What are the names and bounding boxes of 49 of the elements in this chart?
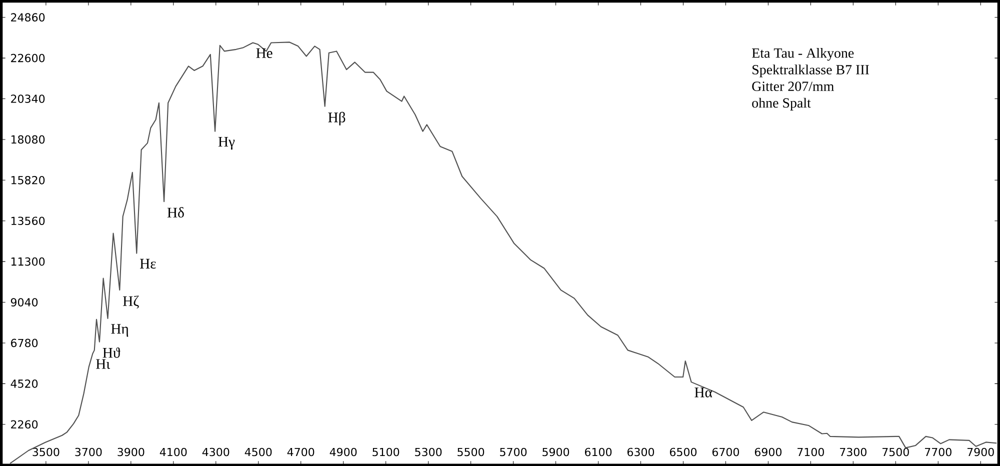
x-tick-label: 7500 [882, 448, 909, 456]
annotation: Hβ [328, 112, 346, 126]
y-tick-label: 6780 [11, 338, 38, 347]
x-tick-label: 6300 [627, 448, 654, 456]
y-tick-label: 15820 [11, 176, 45, 184]
x-tick-label: 5900 [542, 448, 570, 456]
x-tick-label: 4500 [244, 448, 272, 456]
x-tick-label: 6900 [754, 448, 782, 456]
y-tick-label: 11300 [11, 257, 45, 266]
x-tick-label: 4700 [287, 448, 314, 456]
x-tick-label: 7100 [798, 448, 824, 456]
y-tick-label: 9040 [10, 298, 38, 306]
line-series [10, 41, 998, 464]
annotation: Hδ [167, 206, 184, 218]
x-tick-label: 5300 [415, 448, 442, 456]
x-tick-label: 7300 [840, 448, 866, 456]
x-tick-label: 7900 [967, 448, 994, 456]
y-tick-label: 18080 [11, 135, 45, 144]
x-tick-label: 6700 [712, 448, 740, 456]
annotation: ohne Spalt [752, 98, 811, 110]
annotation: He [256, 48, 272, 58]
annotation: Hι [96, 358, 110, 369]
y-tick-label: 20340 [11, 94, 45, 103]
annotation: Eta Tau - Alkyone [752, 48, 854, 60]
x-tick-label: 7700 [924, 448, 952, 456]
y-tick-label: 13560 [11, 216, 45, 225]
annotation: Hϑ [102, 347, 120, 358]
y-tick-label: 4520 [10, 379, 38, 388]
x-tick-label: 4100 [160, 448, 187, 456]
x-tick-label: 3500 [32, 448, 60, 456]
annotation: Hγ [218, 136, 235, 150]
x-tick-label: 4300 [202, 448, 230, 456]
x-tick-label: 4900 [330, 448, 357, 456]
x-tick-label: 5500 [458, 448, 484, 456]
x-tick-label: 5700 [500, 448, 527, 456]
annotation: Hζ [123, 295, 139, 308]
annotation: Spektralklasse B7 III [752, 64, 869, 78]
x-tick-label: 3700 [75, 448, 102, 456]
y-tick-label: 22600 [11, 54, 45, 62]
annotation: Hε [140, 258, 156, 268]
annotation: Hη [111, 324, 128, 337]
annotation: Hα [694, 387, 712, 398]
x-tick-label: 3900 [118, 448, 144, 456]
y-tick-label: 2260 [11, 420, 38, 428]
annotation: Gitter 207/mm [752, 81, 834, 91]
x-tick-label: 5100 [372, 448, 400, 456]
x-tick-label: 6500 [670, 448, 697, 456]
y-tick-label: 24860 [11, 12, 45, 22]
x-tick-label: 6100 [584, 448, 612, 456]
